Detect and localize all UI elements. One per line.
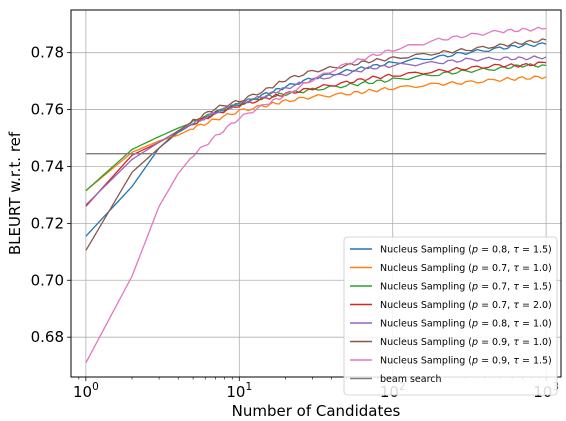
y-tick-label: 0.78 [31, 44, 64, 62]
series-lines [85, 26, 547, 364]
legend: Nucleus Sampling (p = 0.8, τ = 1.5) Nucle… [343, 236, 558, 396]
legend-label: Nucleus Sampling (p = 0.8, τ = 1.0) [380, 319, 552, 330]
legend-label: beam search [380, 374, 442, 385]
legend-label: Nucleus Sampling (p = 0.7, τ = 1.5) [380, 282, 552, 293]
series-line [85, 55, 547, 206]
legend-label: Nucleus Sampling (p = 0.7, τ = 2.0) [380, 300, 552, 311]
legend-label: Nucleus Sampling (p = 0.9, τ = 1.5) [380, 356, 552, 367]
series-line [85, 61, 547, 207]
legend-label: Nucleus Sampling (p = 0.7, τ = 1.0) [380, 263, 552, 274]
legend-box [343, 236, 558, 396]
legend-label: Nucleus Sampling (p = 0.9, τ = 1.0) [380, 337, 552, 348]
x-axis-label: Number of Candidates [232, 402, 401, 420]
plot-frame [70, 9, 562, 378]
x-tick-label: 101 [226, 381, 252, 401]
series-line [85, 26, 547, 364]
y-tick-label: 0.72 [31, 214, 64, 232]
y-tick-label: 0.70 [31, 271, 64, 289]
y-axis-label: BLEURT w.r.t. ref [6, 131, 24, 255]
series-line [85, 75, 547, 192]
y-tick-label: 0.74 [31, 157, 64, 175]
series-line [85, 38, 547, 251]
y-tick-label: 0.68 [31, 328, 64, 346]
y-axis-ticks: 0.68 0.70 0.72 0.74 0.76 0.78 [31, 44, 71, 346]
x-tick-label: 100 [73, 381, 99, 401]
y-tick-label: 0.76 [31, 101, 64, 119]
series-line [85, 42, 547, 237]
legend-label: Nucleus Sampling (p = 0.8, τ = 1.5) [380, 245, 552, 256]
